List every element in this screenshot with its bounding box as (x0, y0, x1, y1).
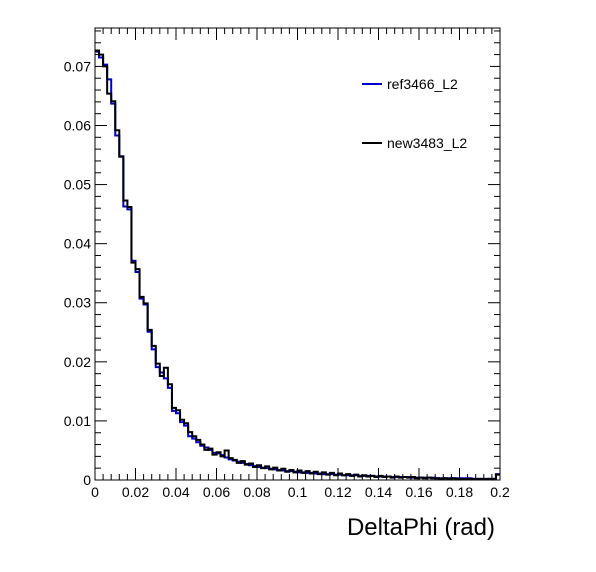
x-axis-title: DeltaPhi (rad) (347, 514, 495, 541)
series-layer (95, 49, 500, 481)
y-tick-label: 0.05 (64, 177, 91, 193)
x-tick-label: 0.16 (405, 484, 432, 500)
x-tick-label: 0.14 (365, 484, 392, 500)
y-tick-label: 0.03 (64, 295, 91, 311)
x-tick-label: 0.06 (203, 484, 230, 500)
x-tick-label: 0.08 (243, 484, 270, 500)
x-tick-label: 0.1 (288, 484, 308, 500)
legend-label-new3483-l2: new3483_L2 (387, 135, 467, 151)
series-line-new3483-l2 (95, 49, 500, 481)
x-tick-label: 0.02 (122, 484, 149, 500)
y-tick-label: 0.06 (64, 117, 91, 133)
y-tick-labels: 0 0.01 0.02 0.03 0.04 0.05 0.06 0.07 (64, 58, 91, 488)
y-tick-label: 0.07 (64, 58, 91, 74)
x-tick-labels: 0 0.02 0.04 0.06 0.08 0.1 0.12 0.14 0.16 0.18 0.2 (91, 484, 510, 500)
x-tick-label: 0.18 (446, 484, 473, 500)
legend: ref3466_L2 new3483_L2 (356, 62, 490, 172)
x-tick-label: 0.12 (324, 484, 351, 500)
legend-box (356, 62, 490, 172)
x-tick-label: 0.2 (490, 484, 510, 500)
legend-label-ref3466-l2: ref3466_L2 (387, 76, 458, 92)
y-tick-label: 0.01 (64, 413, 91, 429)
y-tick-label: 0.02 (64, 354, 91, 370)
x-tick-label: 0 (91, 484, 99, 500)
x-tick-label: 0.04 (162, 484, 189, 500)
y-tick-label: 0 (83, 472, 91, 488)
y-tick-label: 0.04 (64, 236, 91, 252)
tick-marks (94, 28, 501, 481)
